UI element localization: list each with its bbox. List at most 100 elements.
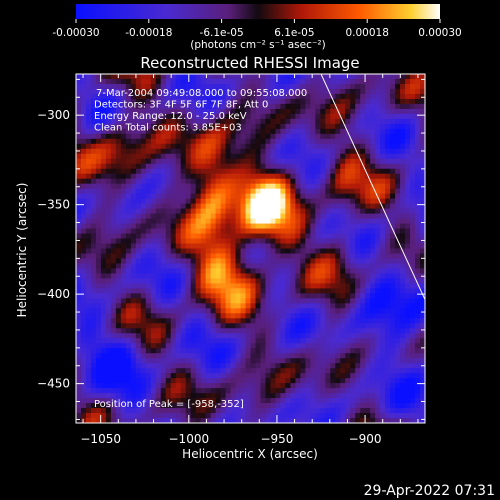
heatmap-cell: [200, 363, 207, 369]
heatmap-cell: [275, 78, 281, 85]
heatmap-cell: [240, 103, 246, 110]
heatmap-cell: [120, 173, 127, 180]
heatmap-cell: [330, 108, 336, 115]
heatmap-cell: [385, 163, 391, 170]
heatmap-cell: [140, 328, 147, 334]
heatmap-cell: [225, 213, 231, 219]
heatmap-cell: [110, 303, 117, 309]
heatmap-cell: [415, 178, 421, 185]
heatmap-cell: [330, 288, 336, 294]
heatmap-cell: [270, 338, 276, 344]
heatmap-cell: [180, 123, 187, 130]
heatmap-cell: [95, 173, 102, 180]
heatmap-cell: [350, 188, 356, 195]
heatmap-cell: [165, 74, 172, 80]
heatmap-cell: [370, 213, 376, 219]
heatmap-cell: [160, 198, 167, 205]
heatmap-cell: [400, 83, 406, 90]
heatmap-cell: [305, 78, 311, 85]
heatmap-cell: [85, 338, 92, 344]
heatmap-cell: [275, 103, 281, 110]
heatmap-cell: [95, 328, 102, 334]
heatmap-cell: [375, 108, 381, 115]
heatmap-cell: [115, 358, 122, 364]
heatmap-cell: [360, 253, 366, 259]
heatmap-cell: [180, 158, 187, 165]
heatmap-cell: [225, 178, 231, 185]
heatmap-cell: [225, 323, 231, 329]
heatmap-cell: [240, 188, 246, 195]
heatmap-cell: [375, 148, 381, 155]
heatmap-cell: [215, 158, 221, 165]
heatmap-cell: [175, 283, 182, 289]
heatmap-cell: [340, 253, 346, 259]
heatmap-cell: [335, 373, 341, 379]
heatmap-cell: [225, 343, 231, 349]
heatmap-cell: [180, 293, 187, 299]
heatmap-cell: [245, 283, 251, 289]
heatmap-cell: [80, 123, 87, 130]
heatmap-cell: [160, 123, 167, 130]
heatmap-cell: [240, 74, 246, 80]
heatmap-cell: [275, 188, 281, 195]
heatmap-cell: [285, 268, 291, 274]
heatmap-cell: [265, 318, 271, 324]
heatmap-cell: [100, 278, 107, 284]
heatmap-cell: [280, 403, 286, 409]
heatmap-cell: [190, 238, 197, 244]
heatmap-cell: [85, 403, 92, 409]
heatmap-cell: [420, 218, 425, 224]
heatmap-cell: [320, 183, 326, 190]
heatmap-cell: [355, 328, 361, 334]
heatmap-cell: [140, 133, 147, 140]
heatmap-cell: [135, 163, 142, 170]
heatmap-cell: [260, 123, 266, 130]
heatmap-cell: [290, 148, 296, 155]
heatmap-cell: [150, 143, 157, 150]
heatmap-cell: [365, 98, 371, 105]
heatmap-cell: [315, 313, 321, 319]
heatmap-cell: [76, 208, 82, 214]
heatmap-cell: [340, 228, 346, 234]
heatmap-cell: [145, 323, 152, 329]
heatmap-cell: [76, 268, 82, 274]
heatmap-cell: [290, 118, 296, 125]
heatmap-cell: [350, 418, 356, 423]
heatmap-cell: [385, 93, 391, 100]
heatmap-cell: [155, 163, 162, 170]
heatmap-cell: [290, 363, 296, 369]
heatmap-cell: [385, 158, 391, 165]
heatmap-cell: [270, 138, 276, 145]
heatmap-cell: [285, 223, 291, 229]
heatmap-cell: [300, 293, 306, 299]
heatmap-cell: [260, 283, 266, 289]
heatmap-cell: [210, 243, 216, 249]
heatmap-cell: [185, 113, 192, 120]
heatmap-cell: [315, 278, 321, 284]
heatmap-cell: [405, 413, 411, 419]
heatmap-cell: [360, 403, 366, 409]
heatmap-cell: [120, 168, 127, 175]
heatmap-cell: [225, 148, 231, 155]
heatmap-cell: [155, 88, 162, 95]
heatmap-cell: [385, 293, 391, 299]
heatmap-cell: [85, 373, 92, 379]
heatmap-cell: [105, 403, 112, 409]
heatmap-cell: [165, 343, 172, 349]
heatmap-cell: [295, 233, 301, 239]
heatmap-cell: [225, 418, 231, 423]
heatmap-cell: [420, 113, 425, 120]
heatmap-cell: [175, 158, 182, 165]
heatmap-cell: [415, 153, 421, 160]
heatmap-cell: [80, 148, 87, 155]
heatmap-cell: [280, 408, 286, 414]
heatmap-cell: [370, 383, 376, 389]
heatmap-cell: [285, 293, 291, 299]
heatmap-cell: [85, 328, 92, 334]
heatmap-cell: [130, 333, 137, 339]
heatmap-cell: [180, 103, 187, 110]
heatmap-cell: [205, 388, 212, 394]
heatmap-cell: [230, 383, 236, 389]
heatmap-cell: [165, 103, 172, 110]
heatmap-cell: [335, 303, 341, 309]
